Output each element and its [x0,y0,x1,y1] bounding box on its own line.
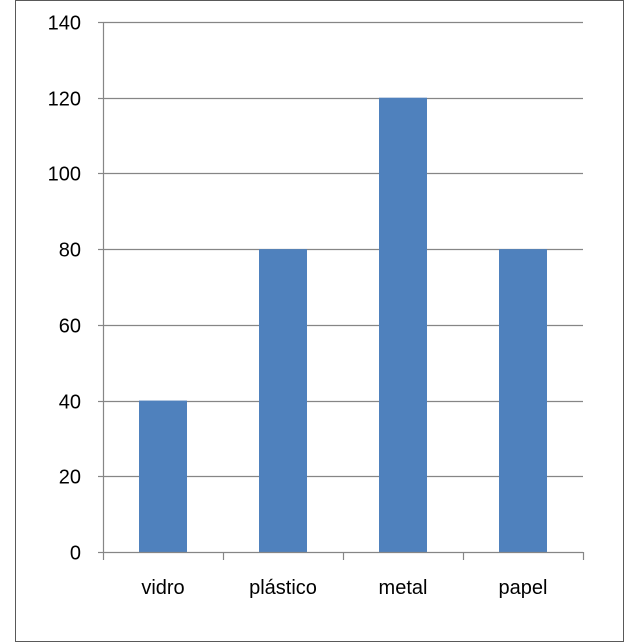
y-tick-label: 60 [59,316,81,338]
y-tick-label: 80 [59,240,81,262]
y-tick-label: 20 [59,467,81,489]
y-axis-tick-labels: 0 20 40 60 80 100 120 140 [48,13,81,565]
x-category-label: papel [499,577,548,599]
bar-vidro [139,400,187,552]
x-category-label: plástico [249,577,317,599]
bar-plástico [259,249,307,552]
y-tick-label: 100 [48,164,81,186]
y-tick-label: 120 [48,89,81,111]
y-tick-label: 0 [70,543,81,565]
y-tick-label: 140 [48,13,81,35]
bars [139,97,547,552]
x-category-label: vidro [141,577,184,599]
bar-papel [499,249,547,552]
axes [98,21,585,560]
y-tick-label: 40 [59,392,81,414]
bar-metal [379,97,427,552]
x-axis-category-labels: vidro plástico metal papel [141,577,547,599]
x-category-label: metal [379,577,428,599]
